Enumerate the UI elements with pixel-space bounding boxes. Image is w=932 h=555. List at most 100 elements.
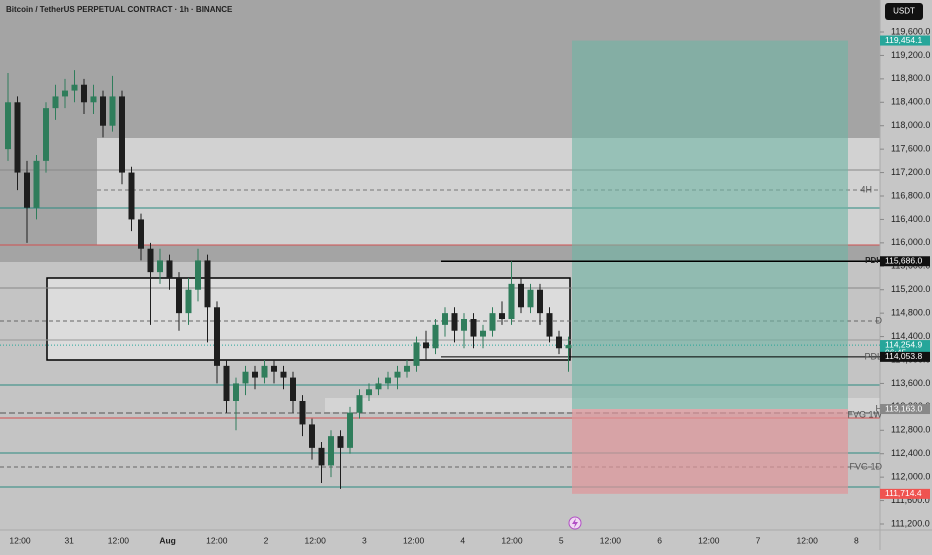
candle-body [499, 313, 505, 319]
candle-body [480, 330, 486, 337]
candle-body [309, 424, 315, 448]
currency-button[interactable] [885, 3, 923, 20]
price-tick-label: 111,200.0 [891, 518, 930, 528]
price-tick-label: 111,600.0 [891, 495, 930, 505]
candle-body [404, 365, 410, 372]
candle-body [204, 260, 211, 308]
candle-body [62, 90, 68, 97]
candle-body [33, 160, 40, 208]
price-tag: 114,053.8 [885, 351, 922, 361]
candle-body [138, 219, 144, 249]
candle-body [119, 96, 125, 173]
price-tick-label: 119,600.0 [891, 26, 930, 36]
candle-body [413, 342, 420, 366]
price-tick-label: 118,000.0 [891, 120, 930, 130]
candle-body [176, 278, 182, 314]
candle-body [489, 313, 496, 331]
price-tag: 119,454.1 [885, 35, 922, 45]
candle-body [461, 319, 467, 331]
candle-body [195, 260, 201, 290]
candle-body [71, 84, 78, 91]
time-label: 4 [460, 535, 465, 545]
time-label: 12:00 [501, 535, 523, 545]
alert-bolt [572, 518, 578, 528]
price-tick-label: 116,800.0 [891, 190, 930, 200]
price-tag-bg [880, 488, 930, 499]
time-label: 31 [64, 535, 74, 545]
candle-body [252, 371, 258, 378]
time-label: 6 [657, 535, 662, 545]
currency-label[interactable]: USDT [893, 7, 915, 16]
time-label: 3 [362, 535, 367, 545]
price-tag: 115,686.0 [885, 255, 922, 265]
candle-body [366, 389, 372, 396]
candle-body [271, 365, 277, 372]
candle-body [375, 383, 382, 390]
candle-body [537, 289, 543, 314]
candle-body [337, 436, 344, 448]
candle-body [52, 96, 59, 109]
candle-body [128, 172, 135, 220]
zone-label: PDL [864, 351, 882, 361]
price-tick-label: 119,200.0 [891, 50, 930, 60]
candle-body [223, 365, 230, 401]
candle-body [556, 336, 562, 349]
time-label: Aug [159, 535, 176, 545]
candle-body [328, 436, 334, 466]
candle-body [546, 313, 553, 337]
candle-body [109, 96, 116, 126]
time-label: 5 [559, 535, 564, 545]
time-label: 12:00 [600, 535, 622, 545]
price-tick-label: 118,400.0 [891, 97, 930, 107]
candle-body [43, 108, 49, 161]
candle-body [242, 371, 249, 384]
price-tick-label: 118,800.0 [891, 73, 930, 83]
candle-body [147, 248, 154, 273]
candle-body [214, 307, 220, 366]
candle-body [280, 371, 287, 378]
time-label: 12:00 [698, 535, 720, 545]
time-label: 8 [854, 535, 859, 545]
candle-body [185, 289, 192, 314]
price-tick-label: 116,000.0 [891, 237, 930, 247]
time-label: 12:00 [797, 535, 819, 545]
time-label: 12:00 [9, 535, 31, 545]
price-tick-label: 112,000.0 [891, 472, 930, 482]
candle-body [81, 84, 87, 103]
candle-body [423, 342, 429, 349]
price-tag-bg [880, 35, 930, 46]
loss-zone [572, 409, 848, 494]
time-label: 12:00 [206, 535, 228, 545]
candle-body [14, 102, 21, 173]
zone-label: D [876, 315, 883, 325]
price-tag-bg [880, 351, 930, 362]
price-tag: 111,714.4 [885, 488, 922, 498]
candle-body [100, 96, 106, 126]
candle-body [432, 324, 439, 349]
candle-body [318, 447, 325, 466]
candle-body [508, 283, 515, 319]
price-tag-bg [880, 256, 930, 267]
candle-body [233, 383, 239, 401]
candle-body [565, 345, 572, 349]
candle-body [527, 289, 534, 308]
candle-body [451, 313, 458, 331]
price-tick-label: 114,400.0 [891, 331, 930, 341]
zone-label: H [876, 403, 883, 413]
price-tick-label: 117,600.0 [891, 144, 930, 154]
time-label: 7 [756, 535, 761, 545]
zone-label: FVG 1W [847, 409, 882, 419]
price-tick-label: 117,200.0 [891, 167, 930, 177]
price-tick-label: 114,800.0 [891, 308, 930, 318]
candle-body [299, 401, 306, 425]
candle-body [24, 172, 30, 208]
candle-body [5, 102, 11, 150]
price-tick-label: 115,200.0 [891, 284, 930, 294]
price-tick-label: 113,600.0 [891, 378, 930, 388]
symbol-title: Bitcoin / TetherUS PERPETUAL CONTRACT · … [6, 5, 233, 14]
time-label: 2 [264, 535, 269, 545]
price-tick-label: 116,400.0 [891, 214, 930, 224]
zone-label: 4H [860, 184, 872, 194]
price-tag: 114,254.9 [885, 339, 922, 349]
